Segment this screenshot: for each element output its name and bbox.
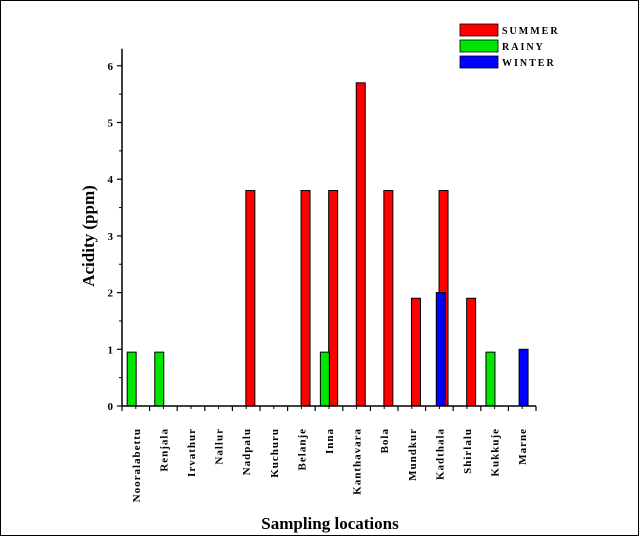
- legend-swatch-winter: [459, 55, 499, 69]
- y-tick-label: 1: [108, 344, 114, 356]
- bars-group: [126, 82, 529, 407]
- bar-rainy-renjala: [154, 351, 165, 407]
- bar-summer-kanthavara: [355, 82, 366, 407]
- y-axis-title: Acidity (ppm): [79, 185, 98, 287]
- legend-swatch-summer: [459, 23, 499, 37]
- y-tick-label: 0: [108, 401, 114, 413]
- bar-winter-marne: [518, 348, 529, 407]
- x-axis-title: Sampling locations: [261, 514, 399, 533]
- x-category-label: Irvathur: [186, 428, 198, 477]
- bar-summer-bola: [383, 190, 394, 407]
- x-ticks-group: Nooralabettu Renjala Irvathur Nallur Nadpalu…: [121, 406, 537, 502]
- y-tick-label: 5: [108, 118, 114, 130]
- y-tick-label: 3: [108, 231, 114, 243]
- y-tick-label: 4: [108, 174, 114, 186]
- bar-rainy-nooralabettu: [126, 351, 137, 407]
- legend-swatch-rainy: [459, 39, 499, 53]
- bar-summer-mundkur: [410, 297, 421, 407]
- x-category-label: Renjala: [158, 428, 170, 472]
- bar-summer-nadpalu: [245, 190, 256, 407]
- legend-label-summer: SUMMER: [502, 26, 560, 37]
- x-category-label: Kanthavara: [352, 428, 364, 495]
- x-category-label: Nallur: [214, 428, 226, 465]
- legend: SUMMER RAINY WINTER: [459, 23, 560, 69]
- x-category-label: Nadpalu: [241, 428, 253, 475]
- bar-winter-kadthala: [435, 292, 446, 407]
- legend-label-winter: WINTER: [502, 58, 556, 69]
- y-tick-label: 2: [108, 288, 114, 300]
- bar-summer-inna: [328, 190, 339, 407]
- bar-rainy-inna: [319, 351, 330, 407]
- x-category-label: Inna: [324, 428, 336, 454]
- x-category-label: Kukkuje: [490, 428, 502, 477]
- legend-label-rainy: RAINY: [502, 42, 545, 53]
- bar-summer-belanje: [300, 190, 311, 407]
- x-category-label: Belanje: [296, 428, 308, 470]
- x-category-label: Shirlalu: [462, 428, 474, 474]
- x-category-label: Marne: [517, 428, 529, 465]
- bar-rainy-kukkuje: [485, 351, 496, 407]
- x-category-label: Kuchuru: [269, 428, 281, 478]
- x-category-label: Kadthala: [434, 428, 446, 480]
- x-category-label: Nooralabettu: [131, 428, 143, 502]
- bar-summer-shirlalu: [466, 297, 477, 407]
- y-tick-label: 6: [108, 61, 114, 73]
- y-ticks-group: 0 1 2 3 4 5 6: [108, 61, 122, 413]
- x-category-label: Bola: [379, 428, 391, 453]
- x-category-label: Mundkur: [407, 428, 419, 481]
